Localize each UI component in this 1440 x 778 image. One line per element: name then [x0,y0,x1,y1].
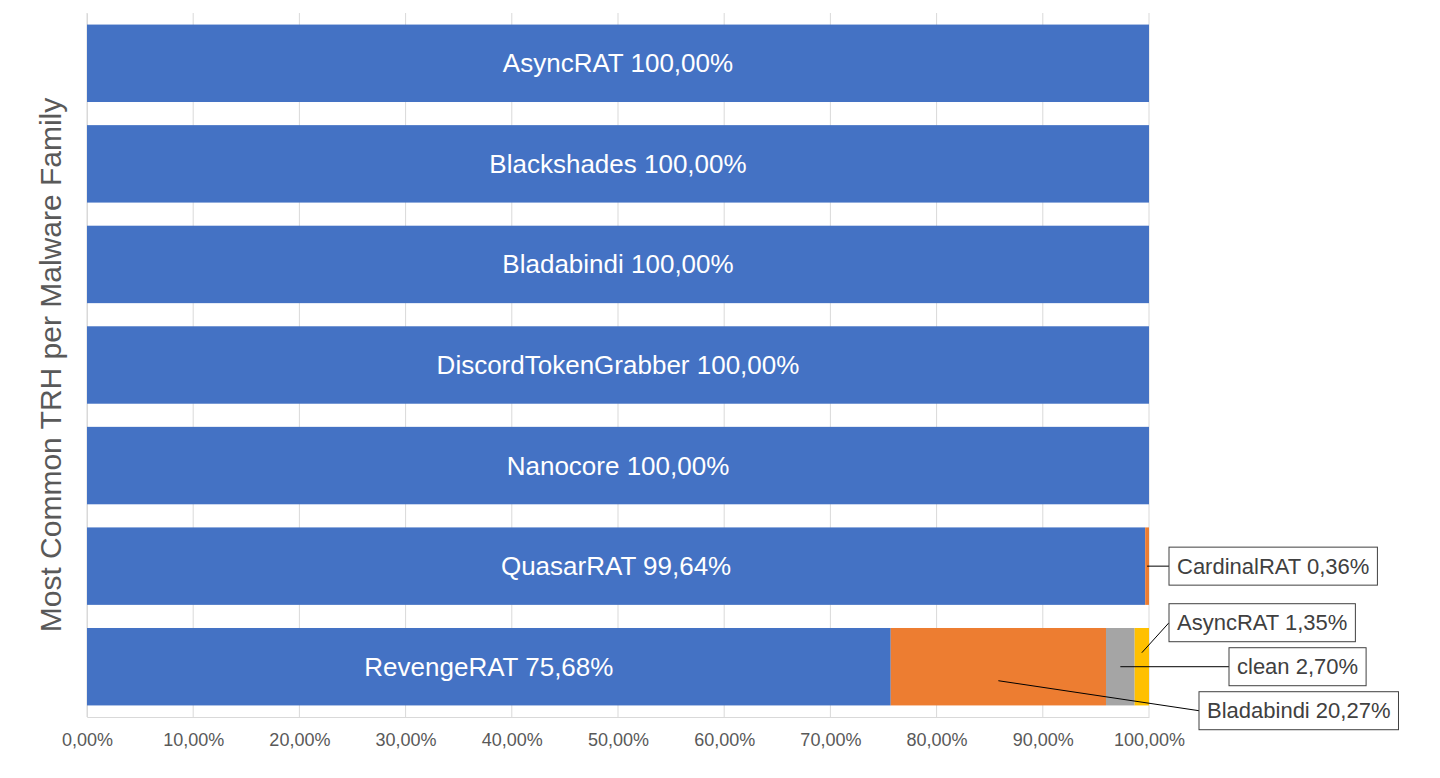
callout: Bladabindi 20,27% [998,681,1398,730]
data-label: Bladabindi 20,27% [1207,698,1390,723]
grid [87,13,1149,717]
data-label: Nanocore 100,00% [507,451,730,481]
x-tick: 100,00% [1114,717,1185,750]
callout-box [1229,648,1366,686]
bar-segment [87,527,1145,604]
data-label: Blackshades 100,00% [489,149,746,179]
chart: 0,00% 10,00% 20,00% 30,00% 40,00% 50,00% 60,00… [0,0,1440,778]
callout: clean 2,70% [1120,648,1366,686]
bar-segment [87,226,1149,303]
x-tick: 50,00% [588,717,649,750]
data-label: AsyncRAT 100,00% [503,48,733,78]
x-tick-label: 40,00% [482,730,543,750]
x-tick-label: 10,00% [163,730,224,750]
callout-box [1199,692,1398,730]
x-tick-label: 20,00% [269,730,330,750]
x-axis-line [88,717,1150,718]
bar-segment [87,25,1149,102]
x-tick: 20,00% [269,717,330,750]
data-label: clean 2,70% [1237,654,1358,679]
x-tick: 0,00% [62,717,113,750]
callout: AsyncRAT 1,35% [1142,604,1356,653]
data-labels: AsyncRAT 100,00% Blackshades 100,00% Blada… [364,48,1398,729]
x-tick: 70,00% [800,717,861,750]
callout-box [1169,547,1377,585]
bars [87,25,1149,706]
x-tick: 40,00% [482,717,543,750]
data-label: RevengeRAT 75,68% [364,652,613,682]
x-tick: 60,00% [694,717,755,750]
x-tick-label: 30,00% [376,730,437,750]
callout: CardinalRAT 0,36% [1147,547,1377,585]
callout-line [1147,566,1169,567]
bar-segment [891,628,1106,705]
x-tick-label: 80,00% [907,730,968,750]
bar-segment [87,326,1149,403]
x-tick: 10,00% [163,717,224,750]
data-label: CardinalRAT 0,36% [1177,554,1369,579]
callout-line [1120,666,1229,667]
callout-box [1169,604,1355,642]
bar-segment [87,628,891,705]
x-tick: 90,00% [1013,717,1074,750]
x-tick: 30,00% [376,717,437,750]
data-label: Bladabindi 100,00% [502,249,733,279]
callout-line [1142,623,1169,653]
y-axis-title: Most Common TRH per Malware Family [34,98,67,633]
x-tick-label: 90,00% [1013,730,1074,750]
bar-segment [87,427,1149,504]
x-tick: 80,00% [907,717,968,750]
data-label: QuasarRAT 99,64% [501,551,731,581]
callout-line [998,681,1199,711]
x-tick-label: 0,00% [62,730,113,750]
x-tick-label: 100,00% [1114,730,1185,750]
x-tick-label: 50,00% [588,730,649,750]
data-label: DiscordTokenGrabber 100,00% [437,350,800,380]
bar-segment [87,125,1149,202]
x-axis: 0,00% 10,00% 20,00% 30,00% 40,00% 50,00% 60,00… [62,717,1185,750]
data-label: AsyncRAT 1,35% [1177,610,1347,635]
x-tick-label: 60,00% [694,730,755,750]
x-tick-label: 70,00% [800,730,861,750]
